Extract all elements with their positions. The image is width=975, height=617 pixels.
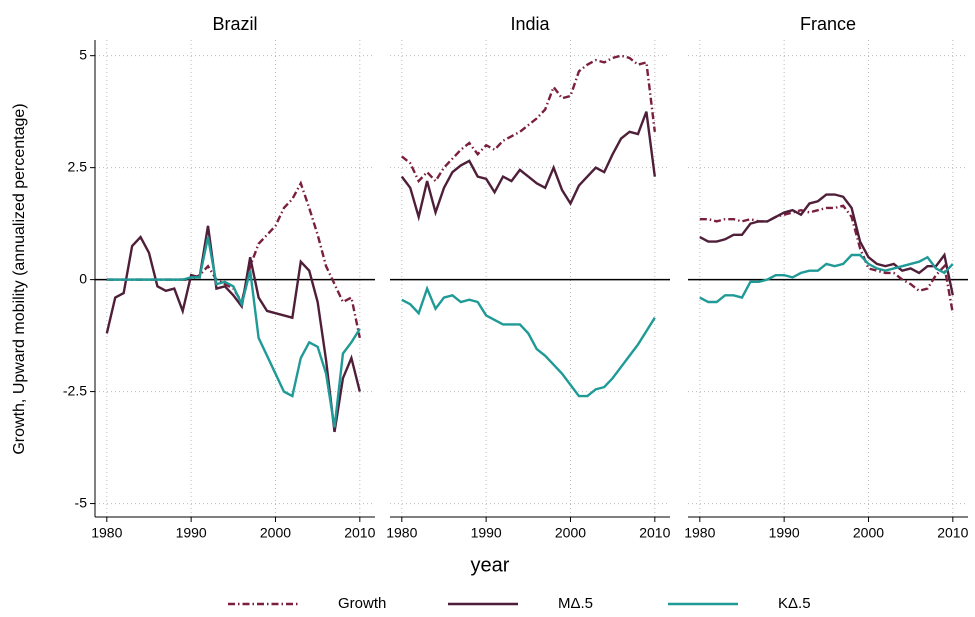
y-tick-label: -5	[75, 494, 88, 510]
x-tick-label: 1990	[769, 525, 800, 541]
y-tick-label: 0	[79, 270, 87, 286]
legend-label: KΔ.5	[778, 595, 811, 612]
series-line	[401, 285, 656, 398]
x-tick-label: 1990	[176, 525, 207, 541]
series-line	[106, 236, 361, 428]
y-tick-label: 5	[79, 46, 87, 62]
x-tick-label: 2000	[260, 525, 291, 541]
series-line	[105, 225, 361, 433]
panel-title: India	[510, 14, 550, 34]
series-line	[699, 193, 954, 296]
y-axis-label: Growth, Upward mobility (annualized perc…	[11, 103, 28, 454]
y-tick-label: -2.5	[63, 382, 87, 398]
x-tick-label: 1980	[91, 525, 122, 541]
panel-title: France	[800, 14, 856, 34]
series-line	[106, 180, 361, 339]
x-tick-label: 2000	[853, 525, 884, 541]
legend-label: MΔ.5	[558, 595, 593, 612]
series-line	[400, 111, 657, 222]
x-tick-label: 2000	[555, 525, 586, 541]
y-tick-label: 2.5	[68, 158, 88, 174]
series-line	[699, 204, 955, 314]
x-tick-label: 2010	[937, 525, 968, 541]
x-tick-label: 1980	[386, 525, 417, 541]
x-tick-label: 1980	[684, 525, 715, 541]
x-tick-label: 1990	[471, 525, 502, 541]
x-axis-label: year	[471, 554, 510, 576]
x-tick-label: 2010	[344, 525, 375, 541]
legend-label: Growth	[338, 595, 386, 612]
x-tick-label: 2010	[639, 525, 670, 541]
panel-title: Brazil	[212, 14, 257, 34]
series-line	[401, 54, 657, 184]
series-line	[699, 253, 954, 304]
